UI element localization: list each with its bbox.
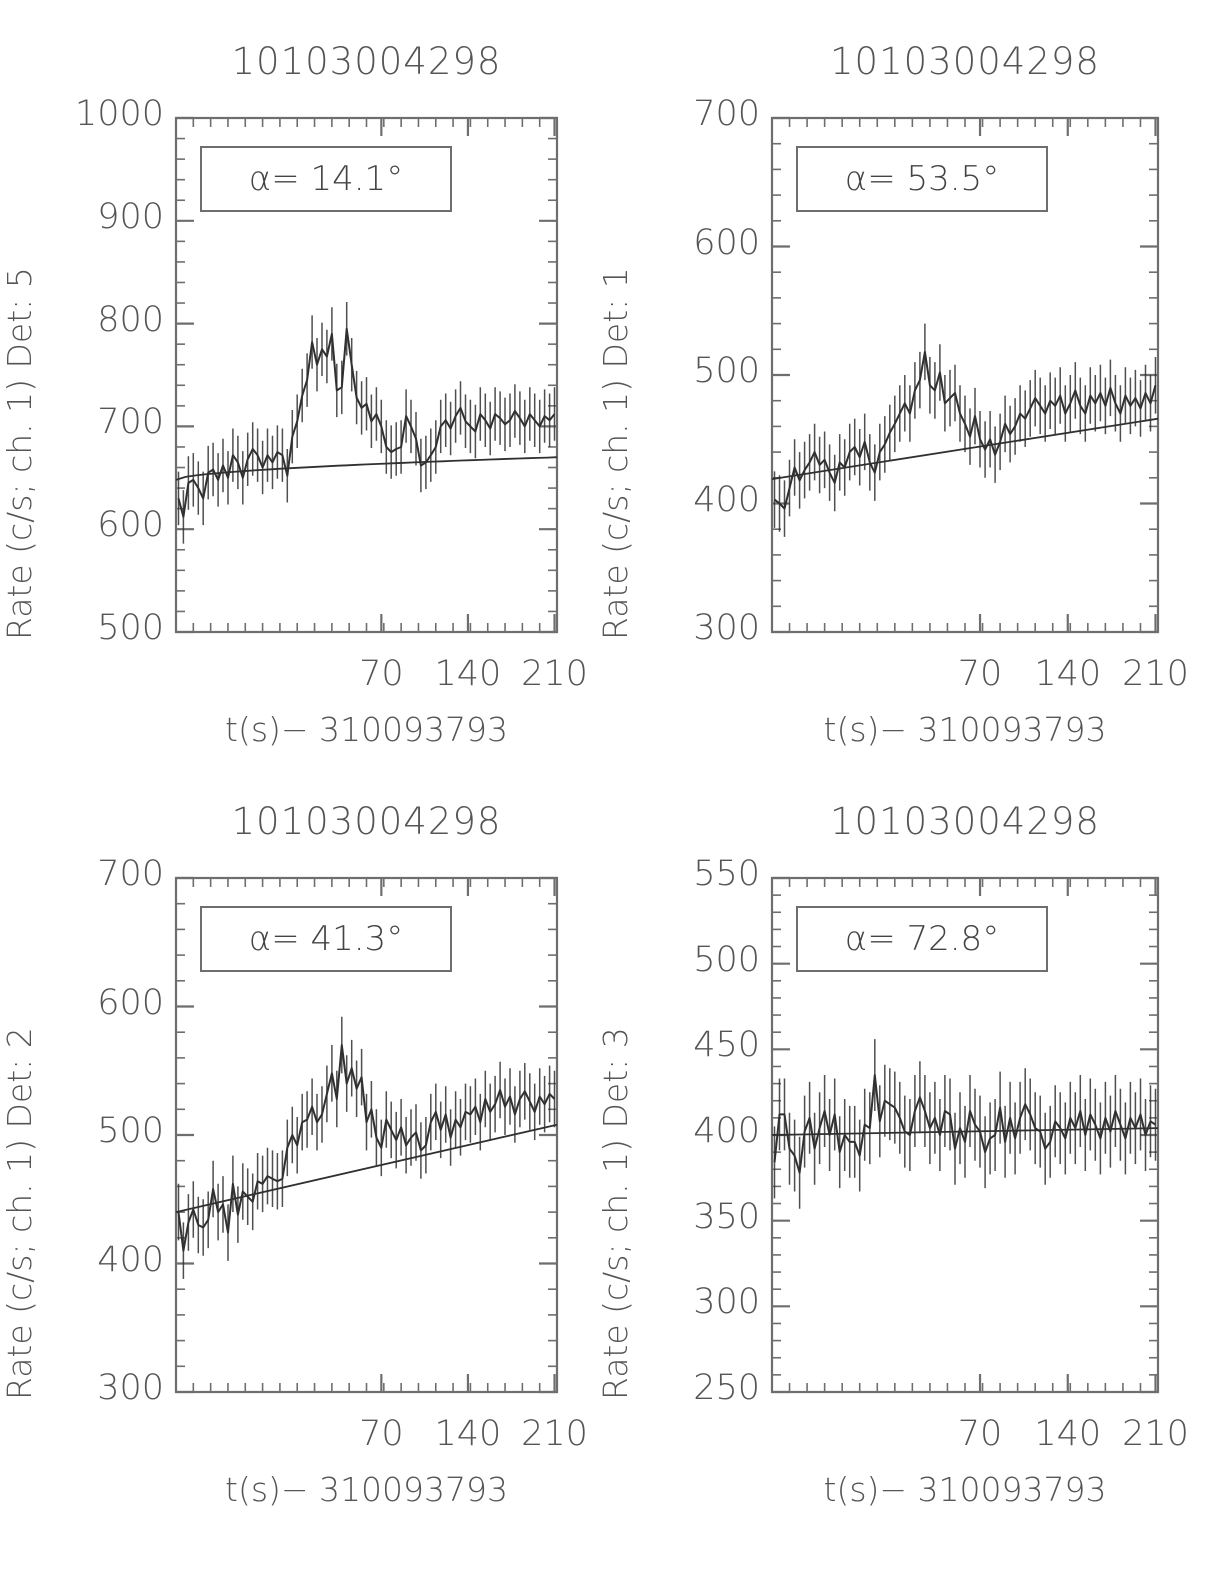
panel-title: 10103004298 xyxy=(231,40,502,83)
y-tick-label: 600 xyxy=(97,505,164,546)
alpha-annotation-text: α= 41.3° xyxy=(248,919,404,959)
x-tick-label: 140 xyxy=(434,1414,502,1454)
background-fit-line xyxy=(175,1123,558,1213)
background-fit-line xyxy=(175,456,558,481)
error-bars xyxy=(177,1016,556,1279)
y-tick-label: 350 xyxy=(693,1196,760,1237)
y-tick-label: 500 xyxy=(97,1111,164,1151)
x-tick-label: 210 xyxy=(521,654,588,694)
y-tick-label: 1000 xyxy=(74,94,164,134)
error-bars xyxy=(177,302,556,544)
alpha-annotation-box: α= 41.3° xyxy=(200,906,452,972)
x-tick-label: 70 xyxy=(957,1414,1003,1454)
background-fit-line xyxy=(771,417,1159,480)
alpha-annotation-box: α= 14.1° xyxy=(200,146,452,212)
y-tick-label: 700 xyxy=(97,402,164,443)
alpha-annotation-text: α= 53.5° xyxy=(844,159,1000,199)
alpha-annotation-text: α= 72.8° xyxy=(844,919,1000,959)
x-axis-label: t(s)− 310093793 xyxy=(225,1470,508,1509)
y-tick-label: 300 xyxy=(97,1368,164,1408)
x-tick-label: 210 xyxy=(521,1414,588,1454)
y-tick-label: 400 xyxy=(693,479,760,520)
y-tick-label: 450 xyxy=(693,1025,760,1066)
y-tick-label: 700 xyxy=(97,854,164,894)
y-tick-label: 600 xyxy=(97,982,164,1023)
x-axis-label: t(s)− 310093793 xyxy=(823,1470,1107,1509)
y-tick-label: 500 xyxy=(97,608,164,648)
panel-title: 10103004298 xyxy=(830,800,1100,843)
y-tick-label: 400 xyxy=(97,1239,164,1280)
y-tick-label: 900 xyxy=(97,196,164,237)
alpha-annotation-text: α= 14.1° xyxy=(248,159,404,199)
x-tick-label: 210 xyxy=(1122,654,1189,694)
y-axis-label: Rate (c/s; ch. 1) Det: 1 xyxy=(596,267,635,640)
x-tick-label: 70 xyxy=(957,654,1003,694)
y-tick-label: 600 xyxy=(693,222,760,263)
panel-title: 10103004298 xyxy=(231,800,502,843)
x-axis-label: t(s)− 310093793 xyxy=(225,710,508,749)
y-tick-label: 700 xyxy=(693,94,760,134)
x-tick-label: 70 xyxy=(359,654,404,694)
background-fit-line xyxy=(771,1127,1159,1136)
y-tick-label: 800 xyxy=(97,299,164,340)
y-tick-label: 500 xyxy=(693,939,760,980)
y-tick-label: 250 xyxy=(693,1368,760,1408)
x-tick-label: 140 xyxy=(434,654,502,694)
y-tick-label: 300 xyxy=(693,608,760,648)
rate-curve xyxy=(177,327,556,518)
rate-curve xyxy=(177,1044,556,1252)
y-tick-label: 500 xyxy=(693,351,760,391)
y-tick-label: 400 xyxy=(693,1111,760,1151)
alpha-annotation-box: α= 72.8° xyxy=(796,906,1048,972)
y-axis-label: Rate (c/s; ch. 1) Det: 2 xyxy=(0,1027,39,1400)
x-tick-label: 140 xyxy=(1034,654,1102,694)
panel-title: 10103004298 xyxy=(830,40,1100,83)
x-tick-label: 140 xyxy=(1034,1414,1102,1454)
x-tick-label: 70 xyxy=(359,1414,404,1454)
error-bars xyxy=(773,1039,1157,1209)
x-tick-label: 210 xyxy=(1122,1414,1189,1454)
y-tick-label: 550 xyxy=(693,854,760,894)
x-axis-label: t(s)− 310093793 xyxy=(823,710,1107,749)
error-bars xyxy=(773,323,1157,537)
y-tick-label: 300 xyxy=(693,1282,760,1323)
alpha-annotation-box: α= 53.5° xyxy=(796,146,1048,212)
rate-curve xyxy=(773,350,1157,510)
rate-curve xyxy=(773,1074,1157,1174)
